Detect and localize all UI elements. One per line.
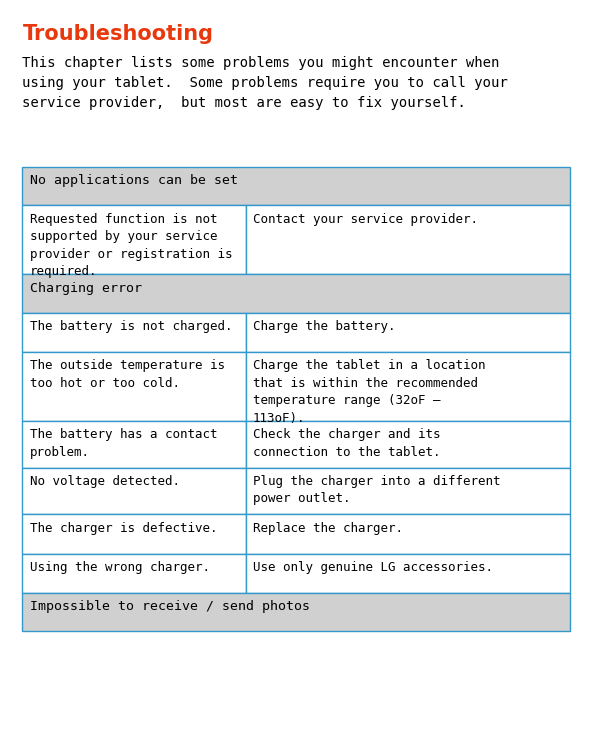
- Bar: [22, 593, 570, 631]
- Bar: [22, 421, 246, 468]
- Bar: [22, 352, 246, 421]
- Bar: [22, 167, 570, 205]
- Text: The battery has a contact
problem.: The battery has a contact problem.: [30, 428, 217, 459]
- Text: No voltage detected.: No voltage detected.: [30, 475, 179, 488]
- Bar: [22, 274, 570, 313]
- Bar: [246, 514, 570, 554]
- Text: Use only genuine LG accessories.: Use only genuine LG accessories.: [253, 561, 493, 574]
- Text: The charger is defective.: The charger is defective.: [30, 522, 217, 535]
- Bar: [22, 468, 246, 514]
- Bar: [22, 554, 246, 593]
- Text: Charge the tablet in a location
that is within the recommended
temperature range: Charge the tablet in a location that is …: [253, 359, 485, 425]
- Text: Charge the battery.: Charge the battery.: [253, 320, 395, 333]
- Text: No applications can be set: No applications can be set: [30, 174, 237, 187]
- Text: This chapter lists some problems you might encounter when
using your tablet.  So: This chapter lists some problems you mig…: [22, 56, 509, 110]
- Text: Charging error: Charging error: [30, 282, 141, 295]
- Text: The battery is not charged.: The battery is not charged.: [30, 320, 232, 333]
- Bar: [246, 554, 570, 593]
- Bar: [246, 313, 570, 352]
- Bar: [246, 352, 570, 421]
- Bar: [22, 313, 246, 352]
- Bar: [246, 205, 570, 274]
- Bar: [22, 514, 246, 554]
- Text: Troubleshooting: Troubleshooting: [22, 24, 214, 44]
- Text: Plug the charger into a different
power outlet.: Plug the charger into a different power …: [253, 475, 500, 505]
- Text: Requested function is not
supported by your service
provider or registration is
: Requested function is not supported by y…: [30, 213, 232, 278]
- Bar: [246, 468, 570, 514]
- Text: Impossible to receive / send photos: Impossible to receive / send photos: [30, 600, 310, 614]
- Bar: [246, 421, 570, 468]
- Text: The outside temperature is
too hot or too cold.: The outside temperature is too hot or to…: [30, 359, 224, 390]
- Text: Check the charger and its
connection to the tablet.: Check the charger and its connection to …: [253, 428, 440, 459]
- Text: Using the wrong charger.: Using the wrong charger.: [30, 561, 210, 574]
- Text: Replace the charger.: Replace the charger.: [253, 522, 403, 535]
- Text: Contact your service provider.: Contact your service provider.: [253, 213, 478, 226]
- Bar: [22, 205, 246, 274]
